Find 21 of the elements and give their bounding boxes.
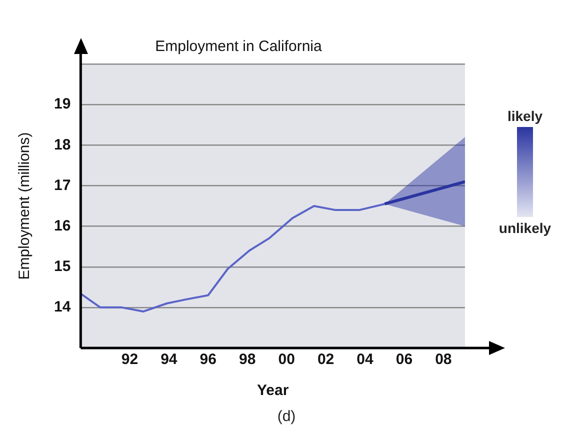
y-tick-label: 16 [54, 217, 71, 234]
y-axis-title: Employment (millions) [16, 132, 34, 280]
x-tick-label: 96 [200, 351, 216, 368]
x-tick-label: 04 [356, 351, 374, 368]
text: (d) [276, 408, 297, 425]
y-tick-label: 19 [54, 96, 71, 113]
x-tick-label: 94 [160, 351, 178, 368]
x-tick-label: 06 [396, 351, 413, 368]
y-tick-label: 18 [54, 136, 71, 154]
y-tick-label: 17 [54, 176, 71, 194]
x-tick-label: 92 [121, 351, 138, 368]
x-tick-label: 08 [435, 351, 452, 368]
x-tick-label: 98 [239, 351, 256, 368]
chart-title: Employment in California [155, 38, 323, 56]
x-tick-label: 02 [317, 351, 334, 368]
text: unlikely [498, 220, 552, 236]
y-tick-label: 14 [54, 298, 72, 316]
x-axis-title: Year [256, 382, 289, 400]
y-tick-label: 15 [54, 258, 71, 275]
text: likely [507, 108, 543, 124]
x-tick-label: 00 [278, 351, 295, 368]
